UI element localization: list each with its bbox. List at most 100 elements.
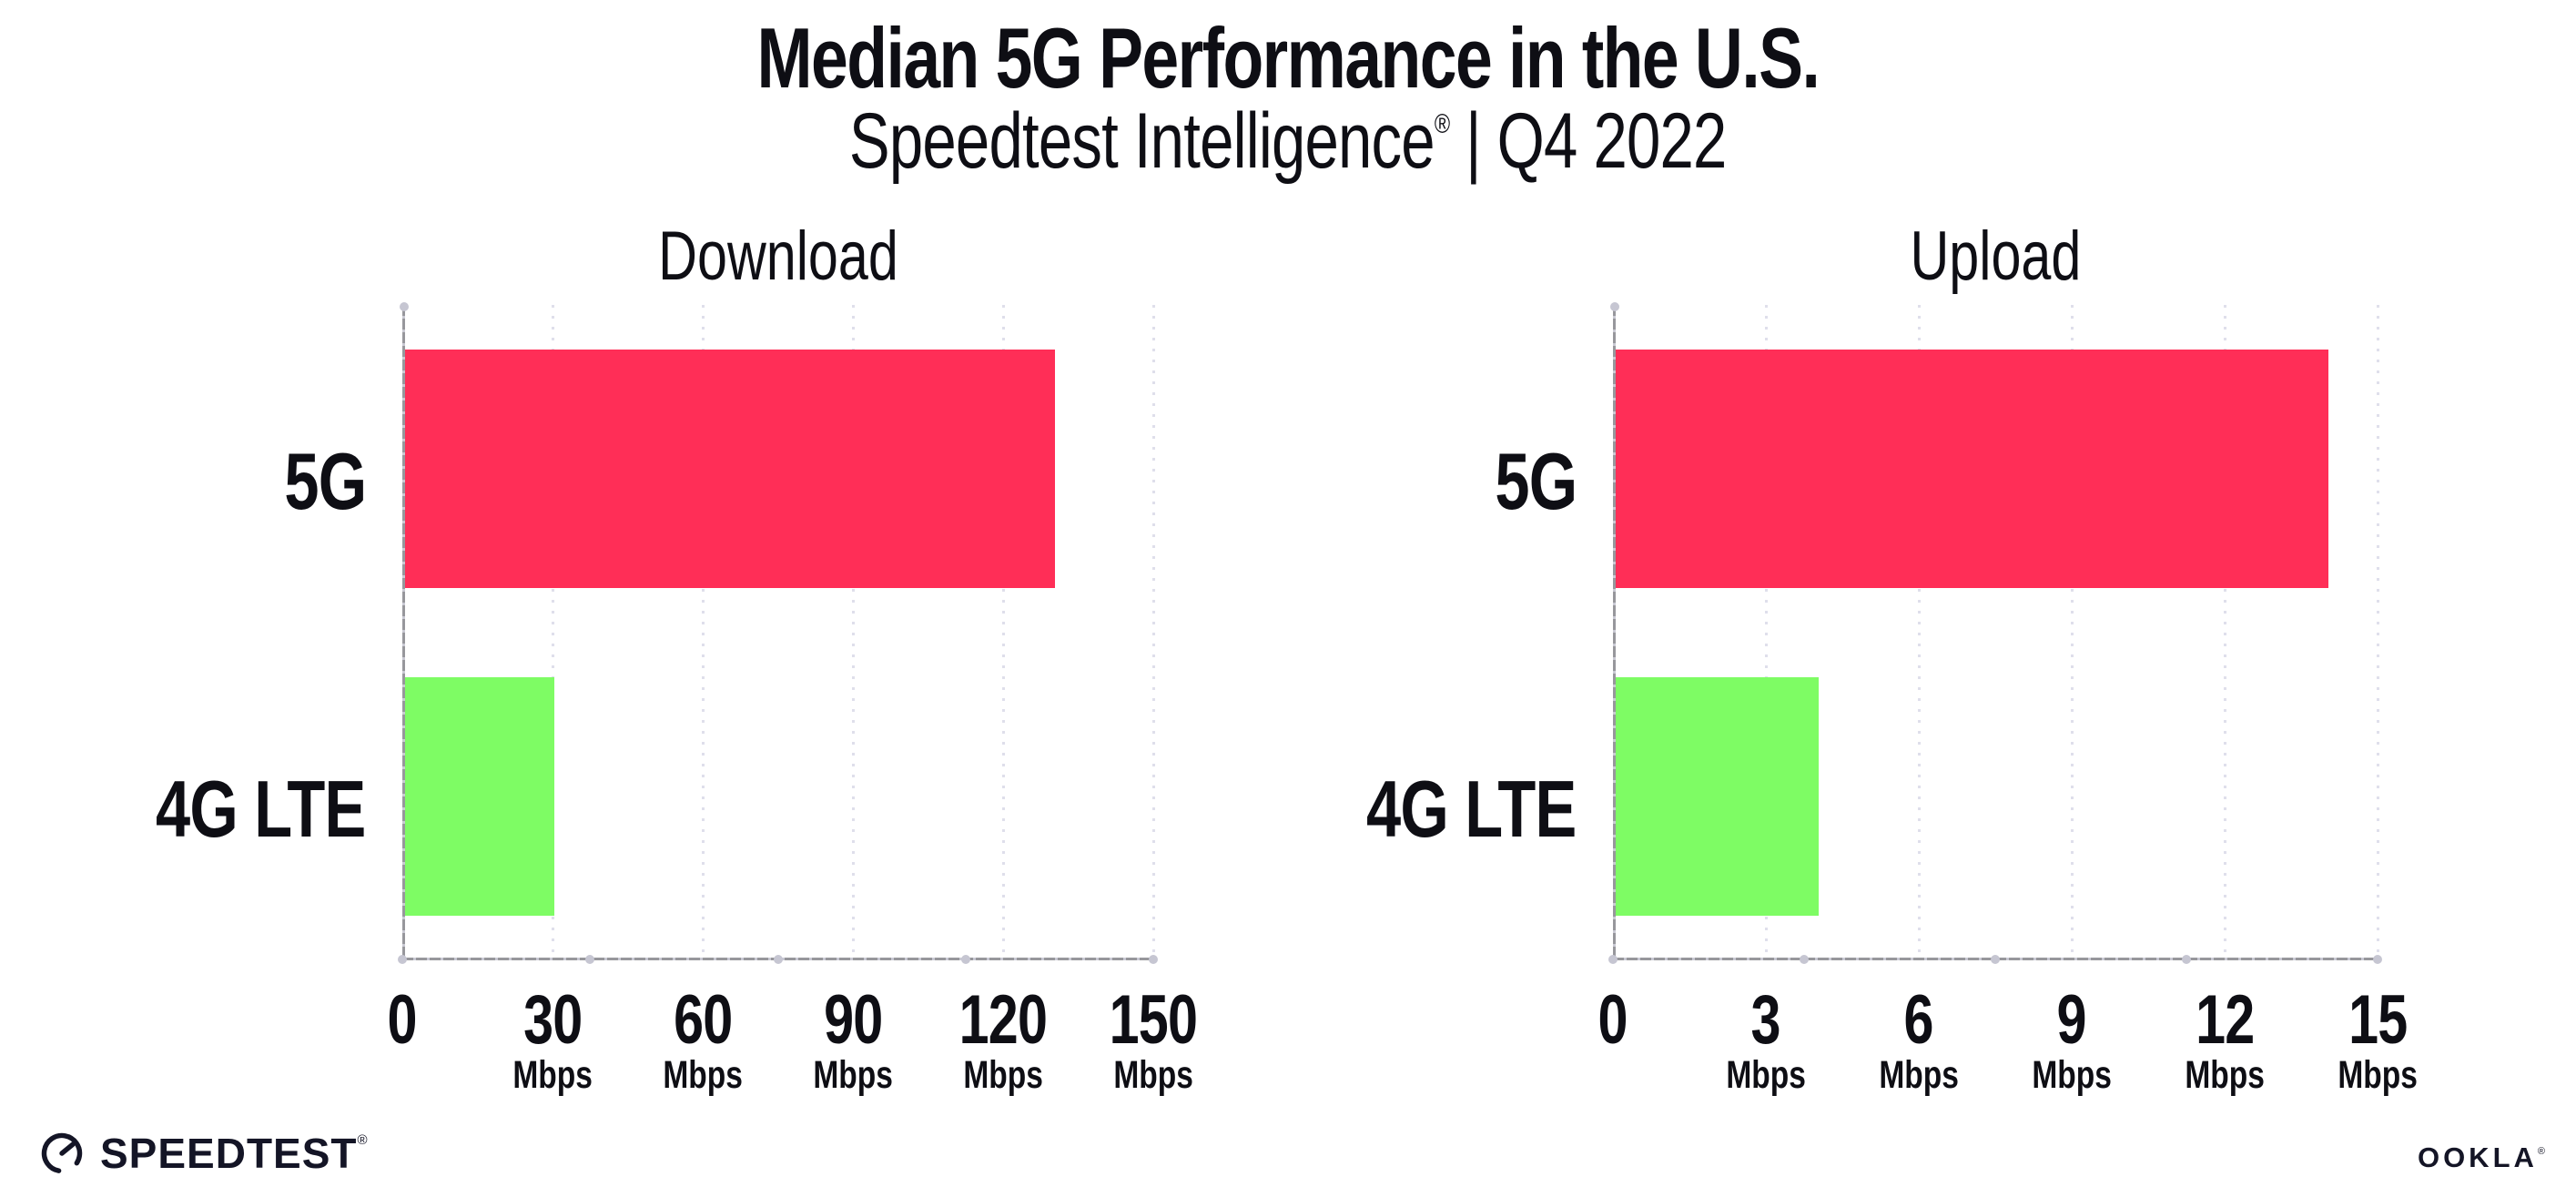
axis-tick-dot bbox=[398, 954, 407, 964]
tick-label-download-120: 120 bbox=[867, 980, 1140, 1060]
tick-unit-download-90: Mbps bbox=[716, 1053, 989, 1098]
tick-unit-text: Mbps bbox=[1879, 1053, 1959, 1097]
category-label-upload-4g-lte: 4G LTE bbox=[1103, 766, 1577, 853]
tick-label-text: 60 bbox=[673, 981, 733, 1059]
y-axis-download bbox=[402, 305, 405, 960]
tick-unit-download-120: Mbps bbox=[867, 1053, 1140, 1098]
category-label-text: 4G LTE bbox=[156, 764, 366, 854]
tick-label-text: 12 bbox=[2195, 981, 2255, 1059]
ookla-wordmark: OOKLA bbox=[2417, 1141, 2538, 1173]
tick-unit-text: Mbps bbox=[1726, 1053, 1806, 1097]
tick-label-download-60: 60 bbox=[566, 980, 839, 1060]
tick-label-text: 120 bbox=[958, 981, 1048, 1059]
tick-label-download-0: 0 bbox=[266, 980, 539, 1060]
tick-label-text: 30 bbox=[522, 981, 583, 1059]
speedtest-logo-text: SPEEDTEST® bbox=[100, 1129, 369, 1178]
axis-tick-dot bbox=[1991, 954, 2000, 964]
tick-label-text: 150 bbox=[1109, 981, 1198, 1059]
category-label-text: 4G LTE bbox=[1366, 764, 1577, 854]
chart-title-text: Median 5G Performance in the U.S. bbox=[756, 10, 1820, 106]
tick-unit-upload-12: Mbps bbox=[2088, 1053, 2361, 1098]
panel-title-text: Download bbox=[657, 218, 898, 295]
tick-unit-text: Mbps bbox=[2032, 1053, 2112, 1097]
axis-tick-dot bbox=[2182, 954, 2191, 964]
category-label-download-5g: 5G bbox=[0, 436, 367, 526]
speedtest-wordmark: SPEEDTEST bbox=[100, 1130, 358, 1177]
category-label-upload-5g: 5G bbox=[1103, 438, 1577, 525]
tick-label-text: 9 bbox=[2056, 981, 2087, 1059]
chart-title: Median 5G Performance in the U.S. bbox=[0, 9, 2576, 107]
speedtest-logo: SPEEDTEST® bbox=[38, 1129, 369, 1178]
tick-unit-text: Mbps bbox=[2338, 1053, 2418, 1097]
gridline-download-30 bbox=[551, 305, 554, 960]
gridline-download-150 bbox=[1151, 305, 1155, 960]
axis-end-dot bbox=[399, 302, 409, 311]
axis-tick-dot bbox=[1608, 954, 1618, 964]
tick-label-upload-9: 9 bbox=[1935, 980, 2208, 1060]
gridline-upload-9 bbox=[2070, 305, 2074, 960]
tick-label-text: 0 bbox=[387, 981, 418, 1059]
gridline-download-90 bbox=[851, 305, 855, 960]
bar-upload-5g bbox=[1615, 350, 2328, 588]
tick-label-text: 15 bbox=[2348, 981, 2408, 1059]
axis-end-dot bbox=[1609, 302, 1619, 311]
tick-unit-upload-15: Mbps bbox=[2241, 1053, 2514, 1098]
tick-unit-text: Mbps bbox=[1113, 1053, 1193, 1097]
plot-area-upload bbox=[1608, 302, 2382, 964]
tick-label-download-90: 90 bbox=[716, 980, 989, 1060]
gridline-download-60 bbox=[701, 305, 705, 960]
tick-label-text: 90 bbox=[823, 981, 883, 1059]
tick-unit-text: Mbps bbox=[963, 1053, 1043, 1097]
tick-unit-upload-3: Mbps bbox=[1629, 1053, 1902, 1098]
gridline-upload-3 bbox=[1764, 305, 1768, 960]
tick-label-upload-6: 6 bbox=[1782, 980, 2055, 1060]
tick-unit-text: Mbps bbox=[512, 1053, 593, 1097]
gridline-upload-6 bbox=[1917, 305, 1921, 960]
tick-unit-download-150: Mbps bbox=[1017, 1053, 1290, 1098]
registered-mark: ® bbox=[1435, 109, 1450, 139]
subtitle-period: | Q4 2022 bbox=[1449, 97, 1727, 185]
tick-unit-download-60: Mbps bbox=[566, 1053, 839, 1098]
gridline-upload-12 bbox=[2223, 305, 2226, 960]
panel-title-upload: Upload bbox=[1613, 217, 2378, 296]
gauge-icon bbox=[41, 1132, 83, 1174]
tick-unit-text: Mbps bbox=[663, 1053, 743, 1097]
bar-download-5g bbox=[404, 350, 1055, 588]
category-label-text: 5G bbox=[1494, 436, 1577, 526]
tick-unit-download-30: Mbps bbox=[416, 1053, 689, 1098]
subtitle-brand: Speedtest Intelligence bbox=[849, 97, 1435, 185]
axis-tick-dot bbox=[2373, 954, 2382, 964]
panel-title-text: Upload bbox=[1910, 218, 2081, 295]
ookla-logo: OOKLA® bbox=[2418, 1141, 2545, 1174]
plot-area-download bbox=[398, 302, 1158, 964]
gridline-download-120 bbox=[1001, 305, 1005, 960]
tick-label-upload-3: 3 bbox=[1629, 980, 1902, 1060]
chart-subtitle-text: Speedtest Intelligence® | Q4 2022 bbox=[849, 96, 1727, 187]
chart-subtitle: Speedtest Intelligence® | Q4 2022 bbox=[0, 96, 2576, 187]
tick-unit-text: Mbps bbox=[813, 1053, 893, 1097]
axis-tick-dot bbox=[773, 954, 783, 964]
tick-label-download-30: 30 bbox=[416, 980, 689, 1060]
tick-label-upload-12: 12 bbox=[2088, 980, 2361, 1060]
tick-unit-upload-9: Mbps bbox=[1935, 1053, 2208, 1098]
category-label-text: 5G bbox=[283, 436, 367, 526]
y-axis-upload bbox=[1613, 305, 1616, 960]
bar-upload-4g-lte bbox=[1615, 677, 1819, 916]
speedtest-registered-mark: ® bbox=[357, 1132, 369, 1148]
axis-tick-dot bbox=[585, 954, 595, 964]
axis-tick-dot bbox=[1800, 954, 1809, 964]
category-label-download-4g-lte: 4G LTE bbox=[0, 766, 366, 853]
tick-unit-text: Mbps bbox=[2185, 1053, 2265, 1097]
tick-unit-upload-6: Mbps bbox=[1782, 1053, 2055, 1098]
axis-tick-dot bbox=[1149, 954, 1158, 964]
tick-label-upload-0: 0 bbox=[1476, 980, 1749, 1060]
tick-label-upload-15: 15 bbox=[2241, 980, 2514, 1060]
panel-title-download: Download bbox=[402, 217, 1153, 296]
bar-download-4g-lte bbox=[404, 677, 554, 916]
axis-tick-dot bbox=[960, 954, 970, 964]
tick-label-text: 3 bbox=[1750, 981, 1781, 1059]
gridline-upload-15 bbox=[2376, 305, 2379, 960]
tick-label-text: 6 bbox=[1903, 981, 1934, 1059]
tick-label-text: 0 bbox=[1597, 981, 1628, 1059]
